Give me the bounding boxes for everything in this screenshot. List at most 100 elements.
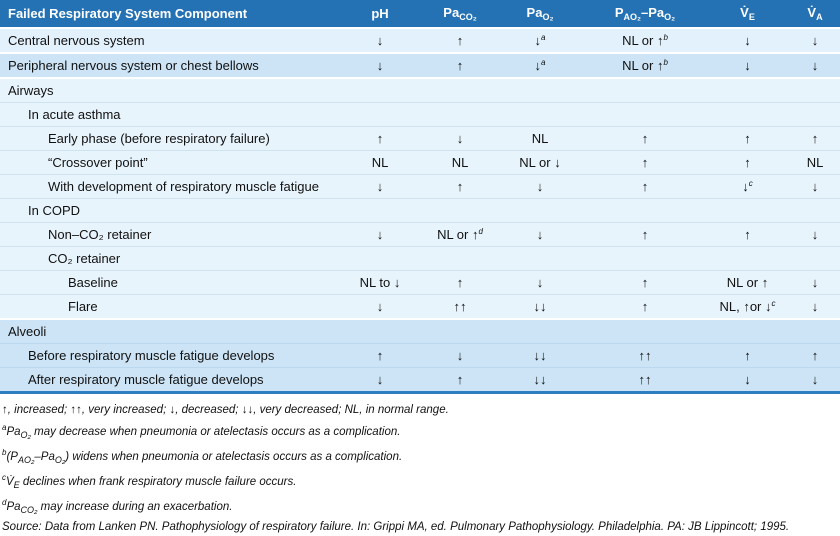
row-label: Non–CO₂ retainer <box>0 222 335 247</box>
cell-text: ↓ <box>376 33 384 48</box>
text: Pa <box>6 501 21 513</box>
row-label: Airways <box>0 77 335 103</box>
cell-text: ↓ <box>811 179 819 194</box>
table-cell <box>425 102 495 127</box>
cell-text: ↓ <box>811 299 819 314</box>
column-header: Failed Respiratory System Component <box>0 0 335 28</box>
table-cell <box>495 318 585 344</box>
table-cell: ↑↑ <box>425 294 495 319</box>
cell-text: ↑ <box>641 299 649 314</box>
text: Pa <box>526 5 543 20</box>
table-cell: ↓ <box>425 343 495 368</box>
column-header: V̇E <box>705 0 790 28</box>
row-label: In COPD <box>0 198 335 223</box>
table-cell: ↓ <box>335 174 425 199</box>
table-cell: ↓ <box>790 294 840 319</box>
text: Pa <box>443 5 460 20</box>
table-row: Baseline NL to ↓ ↑ ↓ ↑ NL or ↑ ↓ <box>0 270 840 295</box>
header-row: Failed Respiratory System Component pH PaC… <box>0 0 840 28</box>
cell-text: NL <box>451 155 469 170</box>
cell-text: NL <box>806 155 824 170</box>
footnote-marker: a <box>2 423 7 432</box>
table-cell: ↓ <box>790 27 840 53</box>
text: may increase during an exacerbation. <box>37 501 233 513</box>
table-cell: ↓ <box>705 367 790 393</box>
text: Pa <box>6 426 21 438</box>
table-cell: ↑ <box>585 270 705 295</box>
table-cell <box>425 246 495 271</box>
table-cell: ↓ <box>790 222 840 247</box>
footnote-marker: a <box>541 33 546 42</box>
cell-text: ↑ <box>744 155 751 170</box>
table-cell: ↓ <box>495 270 585 295</box>
cell-text: ↓ <box>376 179 384 194</box>
table-row: Peripheral nervous system or chest bello… <box>0 52 840 78</box>
footnote-marker: b <box>663 58 668 67</box>
table-cell <box>335 246 425 271</box>
cell-text: ↓ <box>811 227 819 242</box>
table-cell: ↑ <box>585 150 705 175</box>
table-cell: ↑ <box>425 270 495 295</box>
footnote: dPaCO₂ may increase during an exacerbati… <box>2 494 840 519</box>
cell-text: ↓ <box>376 227 384 242</box>
table-cell: ↓ <box>705 27 790 53</box>
table-row: Central nervous system ↓ ↑ ↓a NL or ↑b ↓ ↓ <box>0 27 840 53</box>
table-cell: ↑ <box>335 343 425 368</box>
cell-text: ↑ <box>744 348 751 363</box>
table-cell: ↑↑ <box>585 343 705 368</box>
cell-text: ↓ <box>456 348 464 363</box>
cell-text: ↓ <box>376 58 384 73</box>
cell-text: ↓ <box>744 33 751 48</box>
table-cell <box>705 102 790 127</box>
table-cell: ↑ <box>790 126 840 151</box>
table-cell <box>425 318 495 344</box>
text: Failed Respiratory System Component <box>8 6 248 21</box>
data-table: Failed Respiratory System Component pH PaC… <box>0 0 840 394</box>
row-label: “Crossover point” <box>0 150 335 175</box>
cell-text: ↓ <box>376 299 384 314</box>
footnote: cV̇E declines when frank respiratory mus… <box>2 469 840 494</box>
table-cell <box>790 102 840 127</box>
table-cell: ↑ <box>425 174 495 199</box>
table-cell: ↑ <box>790 343 840 368</box>
cell-text: NL <box>371 155 389 170</box>
table-cell: NL or ↑b <box>585 27 705 53</box>
cell-text: ↑ <box>456 275 464 290</box>
table-cell: ↓↓ <box>495 367 585 393</box>
table-cell <box>335 77 425 103</box>
cell-text: NL or ↑ <box>622 33 664 48</box>
table-cell: ↓ <box>335 52 425 78</box>
footnote-marker: a <box>541 58 546 67</box>
table-row: In acute asthma <box>0 102 840 127</box>
footnote-marker: d <box>478 227 483 236</box>
cell-text: ↓ <box>376 372 384 387</box>
table-cell <box>335 198 425 223</box>
cell-text: NL to ↓ <box>359 275 401 290</box>
table-cell <box>425 77 495 103</box>
cell-text: ↓ <box>536 275 544 290</box>
text: Source: Data from Lanken PN. Pathophysio… <box>2 521 790 533</box>
row-label: In acute asthma <box>0 102 335 127</box>
row-label: Peripheral nervous system or chest bello… <box>0 52 335 78</box>
table-row: Before respiratory muscle fatigue develo… <box>0 343 840 368</box>
footnote-marker: c <box>748 179 753 188</box>
row-label: Alveoli <box>0 318 335 344</box>
subscript: CO₂ <box>20 505 38 515</box>
cell-text: ↑ <box>456 33 464 48</box>
footnote: Source: Data from Lanken PN. Pathophysio… <box>2 519 840 536</box>
cell-text: ↓ <box>744 372 751 387</box>
table-cell: ↓↓ <box>495 343 585 368</box>
cell-text: ↓ <box>534 33 542 48</box>
table-cell: NL <box>425 150 495 175</box>
cell-text: NL or ↑ <box>622 58 664 73</box>
table-cell <box>790 246 840 271</box>
table-cell <box>705 246 790 271</box>
table-cell: ↑ <box>705 126 790 151</box>
table-cell: ↓ <box>495 222 585 247</box>
table-cell: ↓ <box>790 52 840 78</box>
subscript: CO₂ <box>459 12 477 22</box>
table-row: With development of respiratory muscle f… <box>0 174 840 199</box>
footnote: b(PAO₂–PaO₂) widens when pneumonia or at… <box>2 444 840 469</box>
table-row: After respiratory muscle fatigue develop… <box>0 367 840 393</box>
